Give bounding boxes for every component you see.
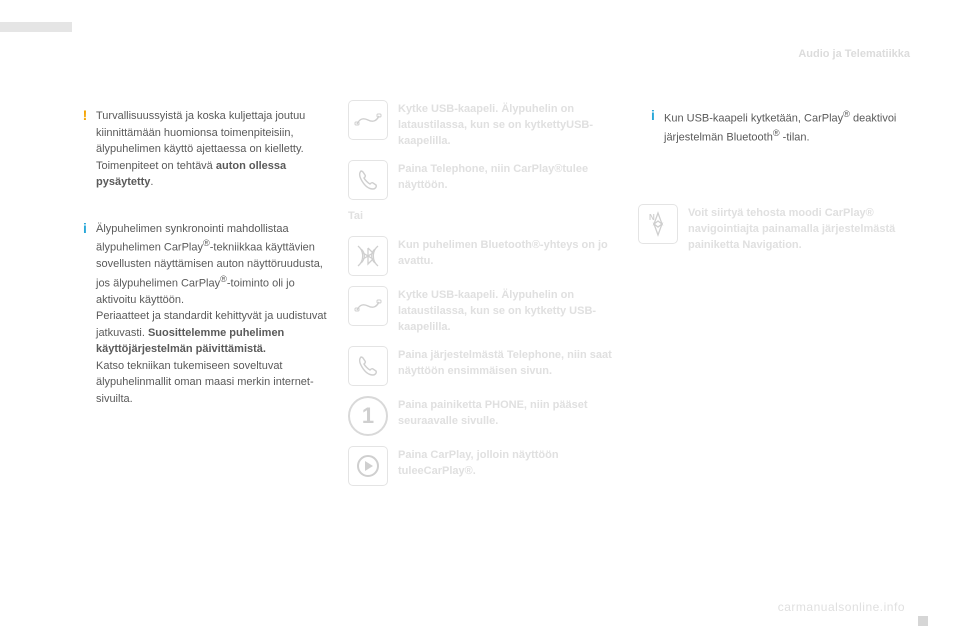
row-step-text: Paina painiketta PHONE, niin pääset seur… [398, 396, 620, 430]
compass-icon: N [638, 204, 678, 244]
row-telephone-2: Paina järjestelmästä Telephone, niin saa… [348, 346, 620, 386]
warn-line2c: . [150, 176, 153, 188]
warning-text: Turvallisuussyistä ja koska kuljettaja j… [96, 108, 332, 191]
warn-line1: Turvallisuussyistä ja koska kuljettaja j… [96, 110, 305, 155]
top-grey-bar [0, 22, 72, 32]
row-usb-2-text: Kytke USB-kaapeli. Älypuhelin on lataust… [398, 286, 620, 336]
or-label: Tai [348, 210, 620, 222]
step-circle: 1 [348, 396, 388, 436]
page-corner-mark [918, 616, 928, 626]
row-usb-1: Kytke USB-kaapeli. Älypuhelin on lataust… [348, 100, 620, 150]
info-icon: i [74, 221, 96, 236]
row-bluetooth-text: Kun puhelimen Bluetooth®-yhteys on jo av… [398, 236, 620, 270]
carplay-icon [348, 446, 388, 486]
info-p3: Katso tekniikan tukemiseen soveltuvat äl… [96, 360, 314, 405]
right-column: i Kun USB-kaapeli kytketään, CarPlay® de… [638, 100, 908, 264]
row-step-1: 1 Paina painiketta PHONE, niin pääset se… [348, 396, 620, 436]
svg-text:N: N [649, 213, 655, 222]
info-box-left: i Älypuhelimen synkronointi mahdollistaa… [70, 213, 340, 416]
info-box-right: i Kun USB-kaapeli kytketään, CarPlay® de… [638, 100, 908, 186]
middle-column: Kytke USB-kaapeli. Älypuhelin on lataust… [348, 100, 620, 496]
footer-watermark: carmanualsonline.info [778, 600, 905, 614]
row-usb-2: Kytke USB-kaapeli. Älypuhelin on lataust… [348, 286, 620, 336]
info-icon-right: i [642, 108, 664, 123]
exclamation-icon: ! [74, 108, 96, 123]
telephone-icon [348, 160, 388, 200]
step-number: 1 [348, 396, 388, 436]
manual-page: Audio ja Telematiikka ! Turvallisuussyis… [0, 0, 960, 640]
row-telephone-1-text: Paina Telephone, niin CarPlay®tulee näyt… [398, 160, 620, 194]
usb-cable-icon [348, 100, 388, 140]
row-carplay: Paina CarPlay, jolloin näyttöön tuleeCar… [348, 446, 620, 486]
right-info-c: -tilan. [780, 132, 810, 144]
telephone-icon-2 [348, 346, 388, 386]
row-usb-1-text: Kytke USB-kaapeli. Älypuhelin on lataust… [398, 100, 620, 150]
warning-box: ! Turvallisuussyistä ja koska kuljettaja… [70, 100, 340, 199]
row-navigation-text: Voit siirtyä tehosta moodi CarPlay® navi… [688, 204, 908, 254]
row-telephone-1: Paina Telephone, niin CarPlay®tulee näyt… [348, 160, 620, 200]
left-column: ! Turvallisuussyistä ja koska kuljettaja… [70, 100, 340, 429]
row-bluetooth: Kun puhelimen Bluetooth®-yhteys on jo av… [348, 236, 620, 276]
info-text-left: Älypuhelimen synkronointi mahdollistaa ä… [96, 221, 332, 408]
info-text-right: Kun USB-kaapeli kytketään, CarPlay® deak… [664, 108, 900, 146]
right-info-a: Kun USB-kaapeli kytketään, CarPlay [664, 113, 843, 125]
row-carplay-text: Paina CarPlay, jolloin näyttöön tuleeCar… [398, 446, 620, 480]
row-navigation: N Voit siirtyä tehosta moodi CarPlay® na… [638, 204, 908, 254]
page-section-header: Audio ja Telematiikka [798, 48, 910, 60]
warn-line2a: Toimenpiteet on tehtävä [96, 160, 216, 172]
usb-cable-icon-2 [348, 286, 388, 326]
bluetooth-icon [348, 236, 388, 276]
row-telephone-2-text: Paina järjestelmästä Telephone, niin saa… [398, 346, 620, 380]
